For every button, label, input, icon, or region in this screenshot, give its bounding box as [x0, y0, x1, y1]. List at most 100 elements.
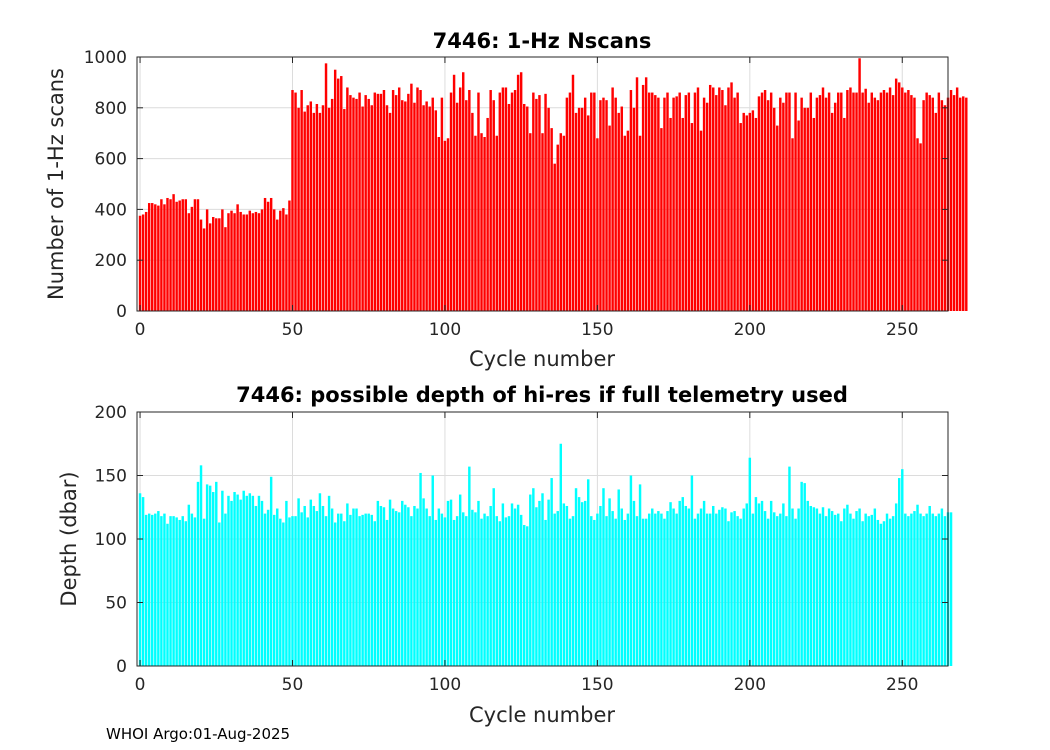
depth-bar: [818, 513, 822, 666]
depth-bar: [681, 497, 684, 666]
nscans-bar: [285, 214, 288, 311]
nscans-bar: [715, 95, 718, 311]
depth-bar: [901, 469, 904, 666]
depth-bar: [620, 508, 623, 666]
nscans-bar: [358, 92, 361, 311]
nscans-bar: [843, 117, 846, 312]
depth-bar: [590, 516, 593, 666]
depth-bar: [785, 516, 788, 666]
nscans-bar: [654, 95, 657, 311]
depth-bar: [151, 514, 154, 666]
depth-bar: [657, 511, 660, 666]
nscans-x-tick-label: 0: [135, 320, 146, 340]
nscans-bar: [413, 102, 416, 311]
depth-bar: [763, 511, 767, 666]
depth-x-tick-label: 150: [581, 675, 613, 695]
depth-bar: [458, 494, 462, 666]
nscans-bar: [151, 203, 154, 311]
depth-bar: [291, 516, 294, 666]
depth-bar: [788, 466, 791, 666]
nscans-bar: [468, 90, 471, 312]
depth-bar: [876, 519, 880, 666]
depth-bar: [172, 516, 175, 666]
nscans-bar: [236, 204, 239, 311]
depth-bar: [507, 516, 511, 666]
nscans-bar: [233, 213, 236, 311]
nscans-bar: [260, 209, 264, 311]
depth-bar: [385, 519, 389, 666]
nscans-bar: [803, 107, 806, 311]
depth-bar: [178, 519, 181, 666]
depth-bar: [690, 475, 694, 666]
depth-bar: [462, 512, 465, 666]
nscans-bar: [196, 199, 200, 311]
nscans-bar: [727, 87, 730, 311]
nscans-bar: [315, 103, 319, 312]
nscans-bar: [452, 74, 456, 311]
nscans-bar: [397, 87, 401, 311]
nscans-bar: [730, 82, 733, 312]
depth-bars: [138, 443, 953, 666]
depth-bar: [712, 505, 715, 666]
depth-bar: [867, 516, 870, 666]
nscans-bar: [498, 92, 502, 311]
nscans-bar: [526, 106, 529, 311]
nscans-bar: [202, 228, 206, 311]
depth-bar: [373, 521, 377, 666]
nscans-bar: [949, 90, 953, 312]
nscans-bar: [303, 111, 306, 311]
depth-bar: [440, 513, 444, 666]
nscans-bar: [876, 100, 880, 312]
depth-bar: [187, 504, 191, 666]
nscans-bar: [251, 213, 255, 311]
nscans-bar: [385, 105, 389, 311]
nscans-y-tick-label: 400: [95, 200, 127, 220]
depth-x-tick-label: 0: [135, 675, 146, 695]
nscans-y-tick-label: 200: [95, 251, 127, 271]
depth-bar: [212, 492, 215, 666]
depth-bar: [879, 523, 883, 666]
depth-bar: [163, 513, 166, 666]
nscans-bar: [471, 112, 474, 311]
depth-bar: [538, 500, 541, 666]
depth-bar: [748, 457, 752, 666]
nscans-bar: [394, 95, 398, 311]
nscans-y-tick-label: 600: [95, 150, 127, 170]
nscans-bar: [333, 69, 337, 311]
depth-bar: [638, 484, 642, 666]
nscans-bar: [696, 87, 700, 311]
nscans-bar: [154, 204, 157, 311]
nscans-bar: [705, 102, 709, 311]
nscans-bar: [269, 197, 273, 311]
nscans-bar: [376, 93, 380, 311]
nscans-bar: [779, 97, 782, 311]
depth-bar: [419, 472, 422, 666]
nscans-bar: [574, 112, 578, 311]
depth-bar: [614, 518, 617, 666]
depth-bar: [699, 508, 703, 666]
depth-bar: [410, 516, 413, 666]
depth-bar: [355, 508, 358, 666]
depth-bar: [641, 518, 645, 666]
nscans-bar: [647, 92, 651, 311]
nscans-bar: [724, 105, 727, 311]
depth-bar: [541, 493, 544, 666]
nscans-bar: [708, 84, 712, 311]
nscans-bar: [510, 92, 514, 311]
depth-bar: [596, 513, 599, 666]
depth-bar: [272, 514, 276, 666]
depth-y-tick-label: 200: [95, 403, 127, 423]
depth-bar: [647, 513, 651, 666]
nscans-bar: [577, 107, 581, 311]
nscans-x-tick-label: 100: [429, 320, 461, 340]
nscans-bar: [431, 97, 434, 311]
depth-bar: [931, 513, 934, 666]
nscans-y-tick-label: 0: [116, 302, 127, 322]
nscans-bar: [184, 199, 187, 311]
nscans-bar: [583, 97, 587, 311]
nscans-bar: [276, 219, 279, 311]
nscans-bar: [318, 112, 322, 311]
depth-x-tick-label: 200: [734, 675, 766, 695]
nscans-bar: [443, 140, 447, 311]
